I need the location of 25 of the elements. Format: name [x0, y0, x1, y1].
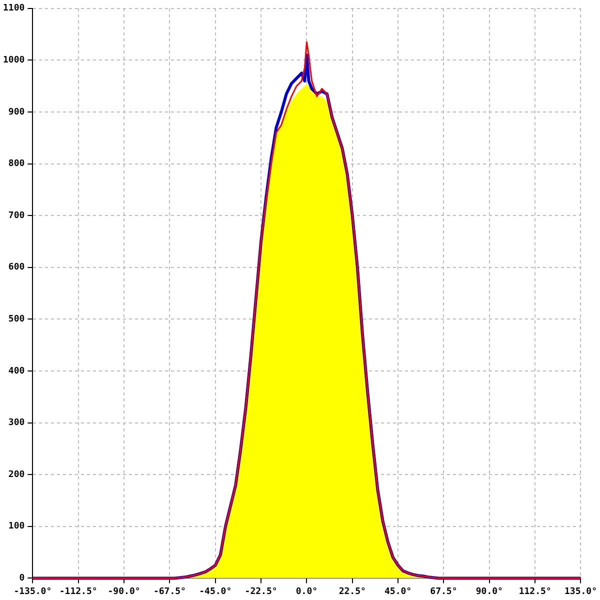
y-tick-label: 100	[8, 522, 25, 532]
y-tick-label: 300	[8, 418, 25, 428]
x-tick-label: -112.5°	[59, 586, 98, 597]
x-tick-label: -67.5°	[153, 586, 186, 597]
y-tick-label: 0	[19, 574, 25, 584]
y-tick-label: 1100	[2, 4, 25, 14]
x-tick-label: 67.5°	[430, 586, 458, 597]
y-tick-label: 900	[8, 107, 25, 118]
x-tick-label: 90.0°	[476, 586, 503, 597]
y-tick-label: 1000	[2, 56, 25, 66]
y-tick-label: 400	[8, 366, 25, 376]
y-tick-label: 200	[8, 470, 25, 480]
y-tick-label: 600	[8, 262, 25, 273]
x-tick-label: 135.0°	[564, 586, 597, 597]
y-tick-label: 500	[8, 314, 25, 325]
x-tick-label: 112.5°	[518, 586, 552, 597]
y-tick-label: 700	[8, 210, 25, 221]
x-tick-label: 45.0°	[384, 586, 412, 597]
x-tick-label: -22.5°	[244, 586, 278, 597]
y-tick-label: 800	[8, 159, 25, 170]
x-tick-label: 0.0°	[296, 586, 318, 597]
x-tick-label: -45.0°	[199, 586, 232, 597]
x-tick-label: 22.5°	[338, 586, 366, 597]
x-tick-label: -135.0°	[14, 586, 52, 597]
x-tick-label: -90.0°	[108, 586, 140, 597]
